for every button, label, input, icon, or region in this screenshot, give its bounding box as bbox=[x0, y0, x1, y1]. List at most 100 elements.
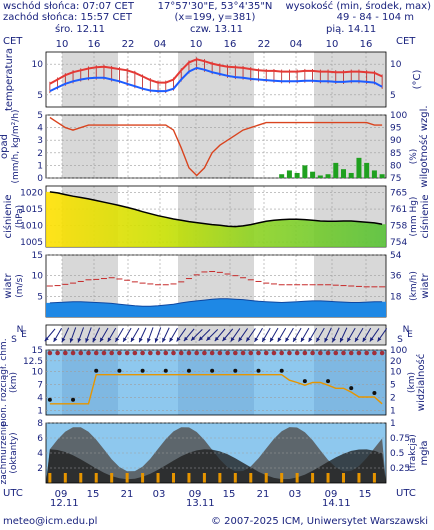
precip-ytick: 2 bbox=[37, 149, 43, 159]
footer-email[interactable]: meteo@icm.edu.pl bbox=[3, 516, 98, 527]
cloud-top-dot bbox=[356, 350, 362, 356]
precip-bar bbox=[310, 171, 316, 178]
wind-arrow bbox=[176, 328, 187, 342]
fog-bar bbox=[311, 473, 315, 483]
wind-arrow-head bbox=[61, 337, 66, 343]
coords-text: 17°57'30"E, 53°4'35"N bbox=[157, 1, 273, 12]
precip-bar bbox=[371, 170, 377, 178]
precip-bar bbox=[317, 175, 323, 178]
fog-bar bbox=[280, 473, 284, 483]
cloud-top-dot bbox=[140, 350, 145, 356]
fog-bar bbox=[326, 473, 330, 483]
cloud-top-dot bbox=[240, 350, 246, 356]
precip-bar bbox=[279, 174, 285, 178]
wind-arrow-head bbox=[85, 338, 90, 343]
clouds-y2tick: 10 bbox=[390, 368, 402, 378]
precip-bar bbox=[333, 162, 339, 178]
wind-arrow bbox=[214, 328, 226, 342]
precip-ytick: 0 bbox=[37, 174, 43, 184]
wind-arrow-head bbox=[206, 336, 211, 341]
fog-units: (frakcja) bbox=[408, 434, 418, 472]
wind-arrow-head bbox=[139, 337, 143, 343]
cloud-layer-dot bbox=[186, 368, 191, 373]
pressure-ylabel: ciśnienie bbox=[2, 194, 14, 238]
cloud-layer-dot bbox=[47, 397, 52, 402]
pressure-line bbox=[49, 191, 383, 228]
wind-arrow bbox=[354, 327, 364, 343]
cover-ytick: 4 bbox=[37, 449, 43, 459]
wind-arrow bbox=[369, 328, 380, 342]
compass-letter-right: N bbox=[403, 325, 410, 335]
precip-bar bbox=[348, 172, 354, 178]
wind-arrow bbox=[324, 327, 332, 343]
wind-arrow-head bbox=[154, 338, 159, 343]
fog-bar bbox=[94, 473, 98, 483]
wind-arrow-head bbox=[176, 337, 181, 342]
cloud-layer-dot bbox=[302, 379, 307, 384]
fog-bar bbox=[125, 473, 129, 483]
wind-units: (m/s) bbox=[15, 274, 25, 298]
night-band-1-1 bbox=[178, 115, 254, 178]
temp-min-line bbox=[49, 66, 383, 93]
cover-y2tick: 0.5 bbox=[390, 449, 404, 459]
day-label-2: czw. 13.11 bbox=[190, 24, 243, 35]
cloud-top-dot bbox=[202, 350, 207, 356]
wind-arrow bbox=[61, 327, 70, 343]
cloud-top-dot bbox=[372, 350, 377, 356]
fog-bar bbox=[357, 473, 361, 483]
bottom-day-3: 14.11 bbox=[322, 498, 351, 509]
wind-arrow-head bbox=[214, 336, 219, 342]
cloud-top-dot bbox=[333, 350, 339, 356]
bottom-hour-label: 15 bbox=[87, 489, 100, 500]
clouds-y2tick: 1 bbox=[390, 407, 396, 417]
precip-bar bbox=[325, 174, 331, 178]
day-label-1: śro. 12.11 bbox=[55, 24, 106, 35]
pressure-units: (hPa) bbox=[15, 205, 25, 228]
compass-letter: E bbox=[21, 330, 27, 340]
wind-arrow bbox=[230, 328, 241, 342]
cover-y2tick: 1 bbox=[390, 419, 396, 429]
wind-arrow bbox=[238, 328, 248, 342]
cloud-night-band bbox=[178, 350, 254, 415]
wind-arrow bbox=[269, 327, 279, 343]
bottom-day-2: 13.11 bbox=[186, 498, 215, 509]
visibility-ylabel: widzialność bbox=[415, 354, 427, 411]
wind-arrow-head bbox=[339, 337, 344, 343]
wind-arrow bbox=[362, 327, 372, 343]
clouds-ytick: 4 bbox=[37, 394, 43, 404]
wind-y2tick: 18 bbox=[390, 292, 402, 302]
wind-arrow-head bbox=[316, 337, 321, 342]
cloud-top-dot bbox=[155, 350, 161, 356]
wind-arrow bbox=[198, 328, 211, 342]
wind-y2tick: 36 bbox=[390, 272, 402, 282]
wind-arrow-head bbox=[123, 337, 127, 342]
cloud-top-dot bbox=[233, 350, 238, 356]
pressure-units-right: (mm Hg) bbox=[409, 197, 419, 237]
top-hour-label: 22 bbox=[258, 39, 271, 50]
wind-arrow-head bbox=[270, 337, 274, 342]
wind-ytick: 10 bbox=[32, 272, 44, 282]
fog-bar bbox=[79, 473, 83, 483]
cloud-top-dot bbox=[148, 350, 153, 356]
top-hour-label: 16 bbox=[224, 39, 237, 50]
cloud-layer-dot bbox=[326, 379, 331, 384]
time-zone-right: CET bbox=[396, 36, 416, 47]
bottom-hour-label: 03 bbox=[153, 489, 166, 500]
visibility-units: (km) bbox=[407, 372, 417, 393]
cloud-top-dot bbox=[379, 350, 385, 356]
wind-arrow-head bbox=[332, 337, 336, 343]
top-hour-label: 04 bbox=[290, 39, 303, 50]
wind-arrow-head bbox=[130, 337, 135, 342]
fog-bar bbox=[372, 473, 376, 483]
bottom-hour-label: 09 bbox=[189, 489, 202, 500]
wind-arrow bbox=[107, 327, 117, 343]
footer-copyright: © 2007-2025 ICM, Uniwersytet Warszawski bbox=[211, 516, 428, 527]
cloud-layer-dot bbox=[140, 368, 145, 373]
fog-bar bbox=[156, 473, 160, 483]
cloud-night-band bbox=[62, 350, 118, 415]
cloud-layer-dot bbox=[163, 368, 168, 373]
precip-y2tick: 75 bbox=[390, 174, 401, 184]
cloud-top-dot bbox=[263, 350, 269, 356]
precip-ytick: 4 bbox=[37, 124, 43, 134]
